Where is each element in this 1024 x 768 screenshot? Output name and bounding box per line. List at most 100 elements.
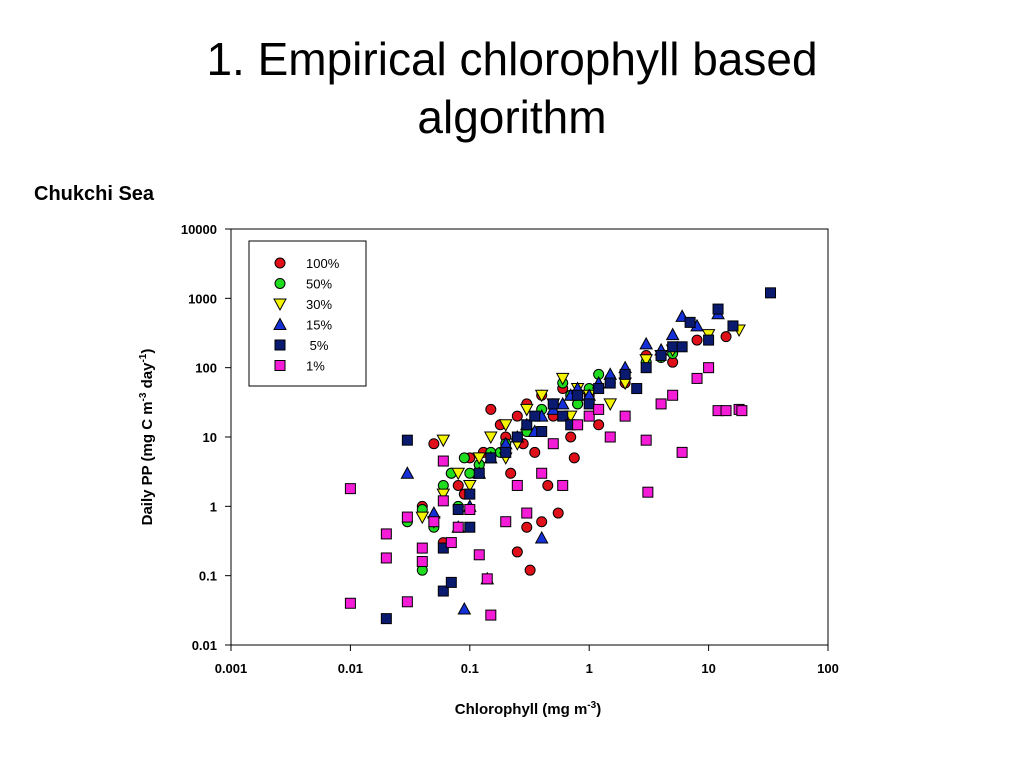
x-tick-label: 10 bbox=[701, 661, 715, 676]
y-tick-label: 100 bbox=[195, 361, 217, 376]
data-point bbox=[536, 426, 548, 438]
slide-title: 1. Empirical chlorophyll based algorithm bbox=[0, 30, 1024, 146]
data-point bbox=[498, 419, 513, 432]
axis-ticks: 0.001 0.01 0.1 1 10 100 0.01 0.1 1 10 100 1000 10000 bbox=[181, 222, 839, 676]
data-point bbox=[380, 528, 392, 540]
data-point bbox=[655, 398, 667, 410]
data-point bbox=[437, 585, 449, 597]
legend-marker-5 bbox=[274, 339, 286, 351]
data-point bbox=[437, 455, 449, 467]
data-point bbox=[437, 495, 449, 507]
data-point bbox=[604, 431, 616, 443]
data-point bbox=[483, 431, 498, 445]
data-point bbox=[534, 530, 549, 544]
series-6 bbox=[344, 362, 748, 621]
x-axis-label: Chlorophyll (mg m-3) bbox=[455, 700, 601, 718]
data-point bbox=[481, 573, 493, 585]
data-point bbox=[712, 303, 724, 315]
x-tick-label: 1 bbox=[586, 661, 593, 676]
data-point bbox=[534, 389, 549, 403]
data-point bbox=[529, 446, 541, 458]
data-point bbox=[593, 419, 605, 431]
data-point bbox=[436, 434, 451, 448]
data-point bbox=[485, 403, 497, 415]
data-point bbox=[572, 419, 584, 431]
data-point bbox=[631, 383, 643, 395]
x-tick-label: 0.1 bbox=[461, 661, 479, 676]
data-point bbox=[555, 396, 570, 410]
data-point bbox=[485, 609, 497, 621]
data-point bbox=[703, 334, 715, 346]
data-point bbox=[428, 438, 440, 450]
data-points bbox=[344, 287, 777, 625]
data-point bbox=[542, 479, 554, 491]
region-label: Chukchi Sea bbox=[34, 183, 155, 205]
data-point bbox=[445, 576, 457, 588]
data-point bbox=[691, 334, 703, 346]
data-point bbox=[619, 410, 631, 422]
data-point bbox=[436, 488, 451, 502]
data-point bbox=[736, 405, 748, 417]
legend-label-2: 50% bbox=[306, 277, 332, 292]
data-point bbox=[452, 521, 464, 533]
data-point bbox=[676, 341, 688, 353]
data-point bbox=[344, 483, 356, 495]
data-point bbox=[676, 446, 688, 458]
data-point bbox=[464, 488, 476, 500]
data-point bbox=[619, 368, 631, 380]
data-point bbox=[511, 431, 523, 443]
data-point bbox=[473, 549, 485, 561]
data-point bbox=[452, 479, 464, 491]
data-point bbox=[640, 434, 652, 446]
data-point bbox=[401, 434, 413, 446]
data-point bbox=[401, 511, 413, 523]
legend-label-4: 15% bbox=[306, 318, 332, 333]
data-point bbox=[464, 467, 476, 479]
legend-marker-3 bbox=[273, 298, 287, 312]
legend-marker-1 bbox=[274, 257, 286, 269]
data-point bbox=[593, 403, 605, 415]
data-point bbox=[536, 516, 548, 528]
data-point bbox=[428, 516, 440, 528]
data-point bbox=[547, 398, 559, 410]
series-3 bbox=[415, 324, 746, 529]
data-point bbox=[401, 596, 413, 608]
data-point bbox=[720, 405, 732, 417]
y-tick-label: 1 bbox=[210, 499, 217, 514]
data-point bbox=[505, 467, 517, 479]
y-tick-label: 0.1 bbox=[199, 569, 217, 584]
data-point bbox=[583, 410, 595, 422]
data-point bbox=[451, 467, 466, 481]
x-tick-label: 0.01 bbox=[338, 661, 363, 676]
data-point bbox=[500, 516, 512, 528]
data-point bbox=[473, 467, 485, 479]
data-point bbox=[583, 398, 595, 410]
data-point bbox=[519, 403, 534, 417]
data-point bbox=[380, 552, 392, 564]
data-point bbox=[568, 452, 580, 464]
data-point bbox=[415, 511, 430, 525]
y-tick-label: 0.01 bbox=[192, 638, 217, 653]
y-axis-label: Daily PP (mg C m-3 day-1) bbox=[138, 349, 156, 526]
data-point bbox=[667, 341, 679, 353]
data-point bbox=[642, 486, 654, 498]
data-point bbox=[552, 507, 564, 519]
legend-label-6: 1% bbox=[306, 359, 325, 374]
data-point bbox=[720, 331, 732, 343]
y-tick-label: 1000 bbox=[188, 291, 217, 306]
data-point bbox=[521, 507, 533, 519]
data-point bbox=[667, 389, 679, 401]
x-tick-label: 100 bbox=[817, 661, 839, 676]
data-point bbox=[416, 556, 428, 568]
series-5 bbox=[380, 287, 777, 625]
data-point bbox=[565, 431, 577, 443]
data-point bbox=[511, 410, 523, 422]
data-point bbox=[547, 438, 559, 450]
y-tick-label: 10000 bbox=[181, 222, 217, 237]
data-point bbox=[511, 546, 523, 558]
legend-marker-2 bbox=[274, 278, 286, 289]
data-point bbox=[555, 372, 570, 386]
data-point bbox=[639, 354, 654, 367]
data-point bbox=[665, 327, 680, 341]
data-point bbox=[511, 479, 523, 491]
